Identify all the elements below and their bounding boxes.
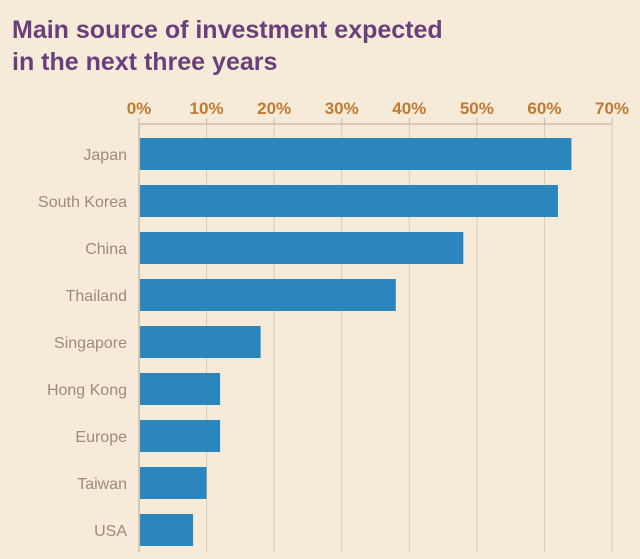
bar — [140, 420, 221, 452]
x-tick-label: 50% — [460, 99, 494, 118]
bar — [140, 514, 194, 546]
category-label: Singapore — [54, 335, 127, 352]
chart-title-line-2: in the next three years — [12, 48, 278, 76]
x-tick-label: 20% — [257, 99, 291, 118]
x-tick-label: 70% — [595, 99, 629, 118]
category-label: Taiwan — [77, 476, 127, 493]
x-tick-label: 30% — [325, 99, 359, 118]
category-label: Europe — [75, 429, 127, 446]
x-tick-label: 10% — [190, 99, 224, 118]
bar — [140, 138, 572, 170]
x-tick-label: 60% — [527, 99, 561, 118]
x-tick-label: 0% — [127, 99, 152, 118]
category-label: USA — [94, 523, 127, 540]
bar — [140, 279, 396, 311]
bar — [140, 326, 261, 358]
bar — [140, 467, 207, 499]
x-tick-label: 40% — [392, 99, 426, 118]
category-label: Thailand — [66, 288, 127, 305]
category-label: Hong Kong — [47, 382, 127, 399]
category-label: Japan — [83, 147, 127, 164]
category-label: South Korea — [38, 194, 127, 211]
bar — [140, 373, 221, 405]
chart-title-line-1: Main source of investment expected — [12, 16, 443, 44]
bar — [140, 185, 558, 217]
chart-title: Main source of investment expected in th… — [12, 14, 612, 78]
bar — [140, 232, 464, 264]
category-label: China — [85, 241, 127, 258]
